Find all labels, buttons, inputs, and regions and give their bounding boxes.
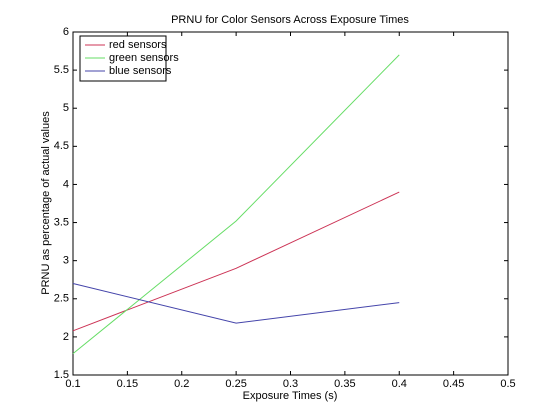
y-tick-label: 2.5: [54, 293, 69, 305]
series-line: [72, 283, 400, 324]
x-tick-label: 0.3: [283, 378, 298, 390]
y-axis-label: PRNU as percentage of actual values: [40, 111, 52, 295]
y-tick-label: 3.5: [54, 216, 69, 228]
x-tick-label: 0.5: [500, 378, 515, 390]
x-tick-label: 0.1: [65, 378, 80, 390]
legend-label: blue sensors: [109, 65, 172, 77]
x-tick-label: 0.15: [117, 378, 138, 390]
legend-label: green sensors: [109, 52, 179, 64]
series-line: [72, 191, 400, 332]
x-tick-label: 0.25: [225, 378, 246, 390]
x-tick-label: 0.2: [174, 378, 189, 390]
y-tick-label: 6: [63, 26, 69, 38]
series-line: [72, 54, 400, 355]
y-tick-label: 2: [63, 331, 69, 343]
chart-title: PRNU for Color Sensors Across Exposure T…: [171, 14, 409, 26]
y-tick-label: 5: [63, 102, 69, 114]
plot-frame: [72, 31, 509, 376]
x-tick-label: 0.35: [334, 378, 355, 390]
x-axis-label: Exposure Times (s): [243, 390, 338, 402]
y-tick-label: 4: [63, 178, 69, 190]
y-tick-label: 5.5: [54, 64, 69, 76]
legend-label: red sensors: [109, 39, 167, 51]
y-tick-label: 3: [63, 255, 69, 267]
y-tick-label: 1.5: [54, 369, 69, 381]
y-tick-label: 4.5: [54, 140, 69, 152]
x-tick-label: 0.45: [443, 378, 464, 390]
x-tick-label: 0.4: [392, 378, 407, 390]
